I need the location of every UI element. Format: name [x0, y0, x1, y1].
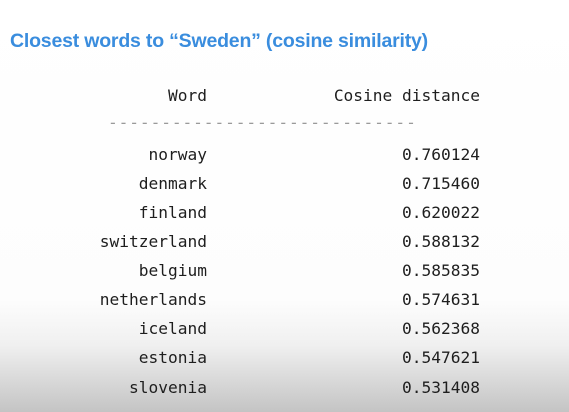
column-header-cosine-distance: Cosine distance [333, 86, 480, 105]
table-row-distance: 0.547621 [402, 348, 480, 367]
table-row-word: switzerland [99, 232, 207, 251]
table-row-distance: 0.620022 [402, 203, 480, 222]
column-header-word: Word [168, 86, 207, 105]
table-row-word: estonia [138, 348, 207, 367]
table-row-distance: 0.562368 [402, 319, 480, 338]
table-row-word: belgium [138, 261, 207, 280]
table-row-word: slovenia [129, 378, 207, 397]
table-row-distance: 0.588132 [402, 232, 480, 251]
slide-title: Closest words to “Sweden” (cosine simila… [10, 30, 428, 52]
table-row-distance: 0.531408 [402, 378, 480, 397]
table-row-distance: 0.574631 [402, 290, 480, 309]
header-divider: ----------------------------- [108, 113, 417, 132]
table-row-word: netherlands [99, 290, 207, 309]
table-row-distance: 0.715460 [402, 174, 480, 193]
table-row-word: finland [138, 203, 207, 222]
table-row-distance: 0.585835 [402, 261, 480, 280]
table-row-word: norway [148, 145, 207, 164]
table-row-word: iceland [138, 319, 207, 338]
table-row-distance: 0.760124 [402, 145, 480, 164]
table-row-word: denmark [138, 174, 207, 193]
